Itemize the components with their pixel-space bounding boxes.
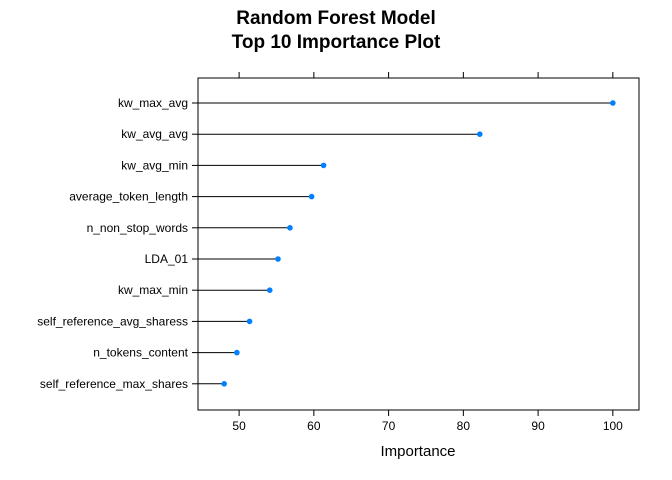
chart-title-line1: Random Forest Model: [236, 8, 436, 29]
x-tick-label: 70: [382, 419, 396, 433]
importance-point: [476, 131, 483, 137]
category-label: n_tokens_content: [93, 346, 188, 360]
importance-point: [221, 381, 227, 387]
importance-point: [287, 225, 293, 231]
importance-point: [610, 100, 616, 106]
importance-point: [320, 162, 327, 169]
category-label: LDA_01: [145, 252, 189, 266]
category-label: self_reference_avg_sharess: [37, 314, 188, 328]
category-label: self_reference_max_shares: [40, 377, 188, 391]
importance-point: [234, 349, 240, 356]
category-label: kw_max_min: [118, 283, 188, 297]
category-label: kw_max_avg: [118, 96, 188, 110]
data-marks: [198, 100, 616, 387]
x-tick-label: 50: [232, 419, 246, 433]
top-axis-ticks: [238, 72, 614, 78]
x-tick-label: 90: [531, 419, 545, 433]
bottom-axis: 50 60 70 80 90 100: [232, 410, 623, 433]
chart-title-line2: Top 10 Importance Plot: [231, 32, 441, 53]
x-axis-title: Importance: [380, 443, 455, 460]
importance-point: [308, 193, 315, 200]
x-tick-label: 100: [603, 419, 623, 433]
importance-point: [246, 318, 253, 325]
x-tick-label: 60: [307, 419, 321, 433]
importance-point: [275, 256, 281, 262]
plot-frame: [197, 77, 640, 411]
category-axis: kw_max_avg kw_avg_avg kw_avg_min average_to…: [37, 96, 198, 391]
category-label: kw_avg_avg: [121, 127, 188, 141]
category-label: n_non_stop_words: [87, 221, 188, 235]
category-label: average_token_length: [69, 190, 188, 204]
category-label: kw_avg_min: [121, 158, 188, 172]
importance-point: [266, 287, 273, 294]
x-tick-label: 80: [457, 419, 471, 433]
